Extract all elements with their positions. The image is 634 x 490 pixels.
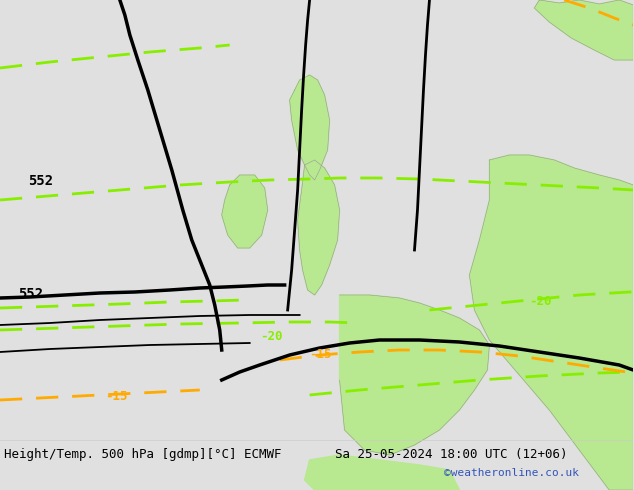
Text: -15: -15 <box>309 348 332 361</box>
Text: 552: 552 <box>18 287 43 301</box>
Polygon shape <box>297 160 340 295</box>
Text: -20: -20 <box>529 295 552 308</box>
Polygon shape <box>534 0 633 60</box>
Polygon shape <box>304 455 460 490</box>
Text: 552: 552 <box>28 174 53 188</box>
Polygon shape <box>340 295 489 455</box>
Polygon shape <box>469 155 633 490</box>
Text: -15: -15 <box>105 390 127 403</box>
Polygon shape <box>222 175 268 248</box>
Text: -20: -20 <box>260 330 282 343</box>
Text: Height/Temp. 500 hPa [gdmp][°C] ECMWF: Height/Temp. 500 hPa [gdmp][°C] ECMWF <box>4 448 281 461</box>
Polygon shape <box>290 75 330 180</box>
Text: Sa 25-05-2024 18:00 UTC (12+06): Sa 25-05-2024 18:00 UTC (12+06) <box>335 448 567 461</box>
Text: ©weatheronline.co.uk: ©weatheronline.co.uk <box>444 468 579 478</box>
